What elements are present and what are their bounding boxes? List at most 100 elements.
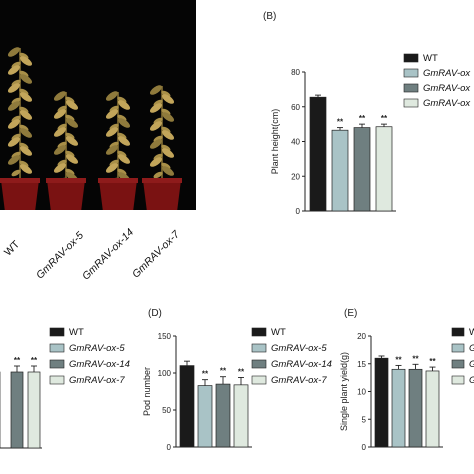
plant-pod bbox=[149, 121, 163, 131]
bar-WT bbox=[179, 365, 195, 448]
legend-swatch bbox=[403, 53, 419, 63]
bar-GmRAV-ox-7 bbox=[375, 126, 393, 212]
legend-label: WT bbox=[271, 327, 286, 338]
legend-label: W bbox=[469, 327, 474, 338]
legend-swatch bbox=[451, 359, 465, 369]
legend-label: G bbox=[469, 359, 474, 370]
legend-label: GmRAV-ox bbox=[423, 98, 471, 109]
plant-pod bbox=[53, 109, 67, 119]
plant-pod bbox=[65, 100, 79, 110]
plant-pot bbox=[143, 180, 181, 210]
plant-pod bbox=[105, 91, 119, 101]
significance-mark: ** bbox=[31, 356, 38, 365]
legend-swatch bbox=[451, 375, 465, 385]
legend-swatch bbox=[49, 375, 65, 385]
bar-GmRAV-ox-5 bbox=[331, 129, 349, 212]
plant-pod bbox=[149, 157, 163, 167]
significance-mark: ** bbox=[337, 118, 344, 127]
photo-label-wt: WT bbox=[2, 238, 23, 259]
plant-photo-drawing bbox=[0, 47, 182, 210]
plant-pod bbox=[53, 163, 67, 173]
plant-pod bbox=[19, 56, 33, 66]
bar-GmRAV-ox-14 bbox=[353, 127, 371, 212]
plant-pot bbox=[47, 180, 85, 210]
bar-GmRAV-ox-7 bbox=[233, 384, 249, 448]
bar-WT bbox=[374, 357, 389, 448]
bar-GmRAV-ox-7 bbox=[425, 370, 440, 448]
legend-swatch bbox=[251, 359, 267, 369]
plant-pot bbox=[1, 180, 39, 210]
plant-1 bbox=[46, 91, 86, 210]
y-tick-label: 10 bbox=[357, 388, 366, 397]
significance-mark: ** bbox=[429, 357, 436, 366]
significance-mark: ** bbox=[238, 367, 245, 376]
bar-GmRAV-ox-14 bbox=[215, 383, 231, 448]
plant-pod bbox=[7, 83, 21, 93]
plant-pod bbox=[53, 145, 67, 155]
bar-GmRAV-ox-5 bbox=[197, 385, 213, 448]
bar-WT bbox=[309, 96, 327, 212]
legend-swatch bbox=[49, 359, 65, 369]
plant-pod bbox=[11, 169, 21, 177]
plant-pod bbox=[7, 101, 21, 111]
plant-pod bbox=[19, 128, 33, 138]
plant-pot-rim bbox=[46, 178, 86, 183]
y-tick-label: 150 bbox=[158, 332, 172, 341]
plant-pod bbox=[105, 163, 119, 173]
legend-label: GmRAV-ox bbox=[423, 83, 471, 94]
plant-pod bbox=[161, 130, 175, 140]
y-tick-label: 80 bbox=[291, 68, 300, 77]
plant-pod bbox=[161, 94, 175, 104]
significance-mark: ** bbox=[14, 356, 21, 365]
panel-letter: (B) bbox=[263, 11, 276, 22]
significance-mark: ** bbox=[412, 354, 419, 363]
panel-letter: (D) bbox=[148, 308, 162, 319]
legend-swatch bbox=[451, 343, 465, 353]
plant-pod bbox=[7, 47, 21, 57]
plant-pot-rim bbox=[142, 178, 182, 183]
bar-GmRAV-ox-14 bbox=[10, 371, 24, 449]
plant-pod bbox=[161, 166, 175, 176]
plant-pod bbox=[53, 127, 67, 137]
plant-pod bbox=[53, 91, 67, 101]
plant-pod bbox=[105, 127, 119, 137]
plant-pod bbox=[161, 148, 175, 158]
y-tick-label: 15 bbox=[357, 360, 366, 369]
legend-label: GmRAV-ox-14 bbox=[69, 359, 130, 370]
y-tick-label: 20 bbox=[291, 172, 300, 181]
legend-label: GmRAV-ox bbox=[423, 68, 471, 79]
photo-label-ox14: GmRAV-ox-14 bbox=[80, 226, 137, 283]
plant-pod bbox=[117, 100, 131, 110]
plant-pod bbox=[65, 136, 79, 146]
y-tick-label: 100 bbox=[158, 369, 172, 378]
legend-swatch bbox=[251, 327, 267, 337]
y-axis-label: Plant height(cm) bbox=[270, 109, 280, 175]
y-tick-label: 40 bbox=[291, 138, 300, 147]
legend-swatch bbox=[49, 327, 65, 337]
plant-pod bbox=[149, 103, 163, 113]
y-tick-label: 0 bbox=[167, 443, 172, 452]
plant-pod bbox=[19, 146, 33, 156]
plant-pot-rim bbox=[98, 178, 138, 183]
significance-mark: ** bbox=[381, 114, 388, 123]
y-tick-label: 0 bbox=[362, 443, 367, 452]
plant-pod bbox=[7, 137, 21, 147]
panel-letter: (E) bbox=[344, 308, 357, 319]
legend-label: GmRAV-ox-7 bbox=[271, 375, 327, 386]
plant-pod bbox=[117, 136, 131, 146]
legend-swatch bbox=[251, 375, 267, 385]
plant-pod bbox=[7, 65, 21, 75]
plant-pod bbox=[149, 139, 163, 149]
bar-GmRAV-ox-14 bbox=[408, 368, 423, 448]
legend-label: G bbox=[469, 343, 474, 354]
legend-label: WT bbox=[69, 327, 84, 338]
plant-pod bbox=[105, 109, 119, 119]
legend-label: G bbox=[469, 375, 474, 386]
photo-label-ox7: GmRAV-ox-7 bbox=[130, 228, 182, 281]
legend-swatch bbox=[403, 98, 419, 108]
legend-label: WT bbox=[423, 53, 438, 64]
significance-mark: ** bbox=[220, 367, 227, 376]
bar-GmRAV-ox-5 bbox=[391, 368, 406, 448]
plant-pot bbox=[99, 180, 137, 210]
